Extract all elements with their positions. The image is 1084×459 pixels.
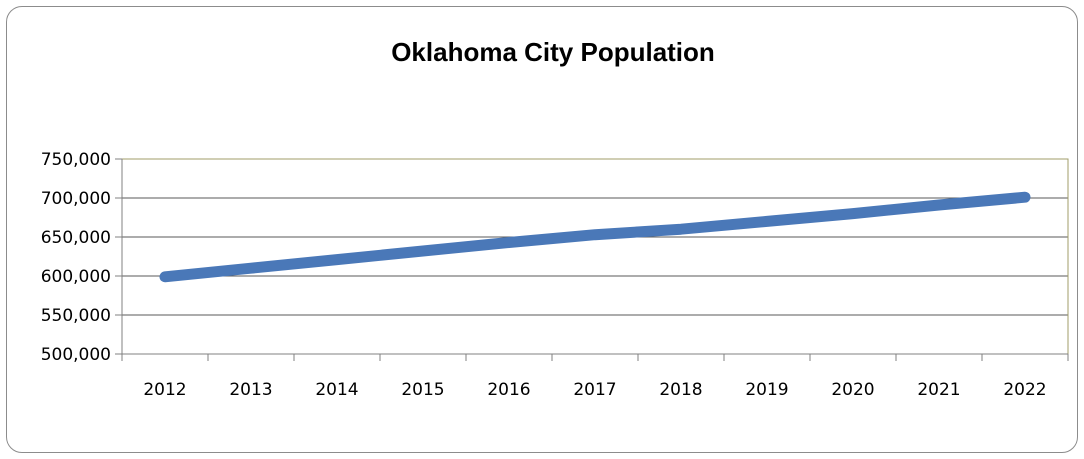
plot-area: [121, 158, 1069, 355]
x-tick-label: 2018: [659, 380, 702, 400]
y-tick-label: 600,000: [41, 267, 111, 287]
x-tick-labels: 2012 2013 2014 2015 2016 2017 2018 2019 2020 2021…: [143, 380, 1046, 400]
y-tick-label: 700,000: [41, 189, 111, 209]
data-point: [1024, 196, 1026, 198]
data-point: [422, 250, 424, 252]
data-point: [852, 213, 854, 215]
y-tick-label: 750,000: [41, 150, 111, 170]
x-tick-label: 2019: [745, 380, 788, 400]
data-point: [336, 259, 338, 261]
data-point: [508, 241, 510, 243]
y-tick-label: 550,000: [41, 306, 111, 326]
chart-frame: [6, 6, 1078, 453]
x-tick-label: 2020: [831, 380, 874, 400]
x-tick-label: 2014: [315, 380, 358, 400]
data-point: [766, 220, 768, 222]
chart-title: Oklahoma City Population: [391, 37, 715, 67]
data-point: [164, 276, 166, 278]
x-tick-label: 2022: [1003, 380, 1046, 400]
x-tick-label: 2013: [229, 380, 272, 400]
x-tick-label: 2017: [573, 380, 616, 400]
y-tick-labels: 500,000 550,000 600,000 650,000 700,000 750,0…: [41, 150, 111, 365]
x-tick-label: 2021: [917, 380, 960, 400]
y-tick-label: 650,000: [41, 228, 111, 248]
data-point: [680, 228, 682, 230]
x-tick-label: 2012: [143, 380, 186, 400]
x-tick-label: 2016: [487, 380, 530, 400]
series-layer: [159, 191, 1031, 283]
data-point: [938, 204, 940, 206]
y-tick-label: 500,000: [41, 345, 111, 365]
data-point: [594, 234, 596, 236]
x-tick-label: 2015: [401, 380, 444, 400]
data-point: [250, 267, 252, 269]
axes: [115, 158, 1069, 361]
